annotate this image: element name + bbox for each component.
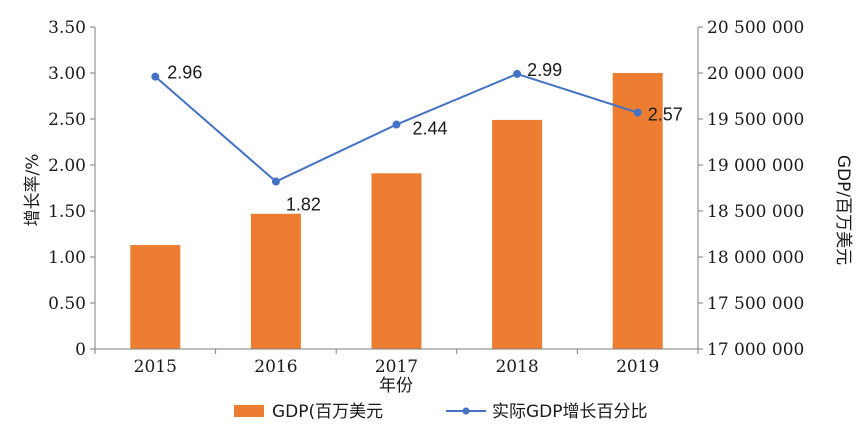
right-axis-ticks: 17 000 000 17 500 000 18 000 000 18 500 000… [698,18,804,360]
growth-point [633,108,642,117]
left-tick-label: 0 [75,340,86,360]
growth-data-label: 2.96 [167,63,202,83]
left-tick-label: 2.00 [48,156,86,176]
right-tick-label: 18 500 000 [707,202,804,222]
gdp-bar [130,245,181,349]
left-tick-label: 2.50 [48,110,86,130]
growth-line [151,69,642,186]
gdp-bar [492,119,543,349]
left-tick-label: 1.50 [48,202,86,222]
left-tick-label: 3.00 [48,64,86,84]
legend-swatch-gdp [234,405,264,417]
left-axis-ticks: 0 0.50 1.00 1.50 2.00 2.50 3.00 3.50 [48,18,95,360]
right-tick-label: 20 000 000 [707,64,804,84]
gdp-bar [612,73,663,349]
growth-data-label: 1.82 [286,195,321,215]
left-tick-label: 1.00 [48,248,86,268]
x-axis-ticks: 2015 2016 2017 2018 2019 [94,349,699,377]
right-tick-label: 18 000 000 [707,248,804,268]
right-tick-label: 19 500 000 [707,110,804,130]
growth-point [392,120,401,129]
growth-data-label: 2.57 [648,105,683,125]
x-tick-label: 2015 [134,357,177,377]
growth-data-label: 2.44 [413,119,448,139]
x-tick-label: 2017 [375,357,418,377]
right-tick-label: 20 500 000 [707,18,804,38]
left-axis-title: 增长率/% [23,154,43,227]
growth-data-labels: 2.96 1.82 2.44 2.99 2.57 [167,60,682,215]
right-axis-title: GDP/百万美元 [833,155,853,265]
legend-label-gdp: GDP(百万美元 [272,402,383,422]
left-tick-label: 0.50 [48,294,86,314]
x-axis-title: 年份 [379,376,413,396]
x-tick-label: 2016 [254,357,297,377]
growth-point [271,177,280,186]
gdp-bar [371,173,422,349]
gdp-bars [130,73,663,349]
growth-point [513,69,522,78]
axes [94,27,699,350]
right-tick-label: 19 000 000 [707,156,804,176]
x-tick-label: 2018 [495,357,538,377]
gdp-bar [250,213,301,349]
left-tick-label: 3.50 [48,18,86,38]
growth-data-label: 2.99 [527,60,562,80]
right-tick-label: 17 000 000 [707,340,804,360]
legend-swatch-growth-marker [462,407,470,415]
right-tick-label: 17 500 000 [707,294,804,314]
legend-label-growth: 实际GDP增长百分比 [492,402,648,422]
x-tick-label: 2019 [616,357,659,377]
growth-point [151,72,160,81]
legend: GDP(百万美元 实际GDP增长百分比 [234,402,648,422]
